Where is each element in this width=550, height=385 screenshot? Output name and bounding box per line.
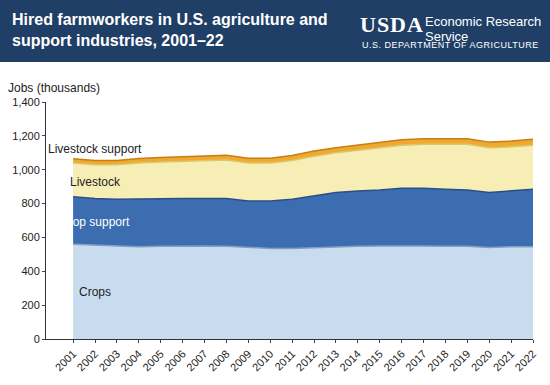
html-text:U.S. DEPARTMENT OF AGRICULTURE: U.S. DEPARTMENT OF AGRICULTURE	[362, 40, 539, 50]
html-text:USDAEconomic Research Service: USDAEconomic Research Service	[360, 12, 542, 44]
svg-text:1,200: 1,200	[12, 130, 40, 142]
svg-text:Crops: Crops	[79, 285, 111, 299]
svg-text:600: 600	[21, 231, 39, 243]
svg-text:Livestock: Livestock	[70, 175, 121, 189]
svg-text:2012: 2012	[294, 348, 320, 374]
svg-text:2015: 2015	[359, 348, 385, 374]
svg-text:200: 200	[21, 299, 39, 311]
html-text:Hired farmworkers in U.S. agri: Hired farmworkers in U.S. agriculture an…	[12, 11, 328, 49]
svg-text:2013: 2013	[315, 348, 341, 374]
svg-text:2022: 2022	[513, 348, 539, 374]
svg-text:2011: 2011	[272, 348, 297, 373]
svg-text:2020: 2020	[469, 348, 495, 374]
svg-text:2008: 2008	[206, 348, 232, 374]
svg-text:800: 800	[21, 197, 39, 209]
svg-text:2006: 2006	[162, 348, 188, 374]
svg-text:2004: 2004	[118, 348, 144, 374]
svg-text:2010: 2010	[250, 348, 276, 374]
svg-text:2002: 2002	[75, 348, 101, 374]
svg-text:2017: 2017	[403, 348, 429, 374]
svg-text:Jobs (thousands): Jobs (thousands)	[8, 81, 100, 95]
svg-text:2019: 2019	[447, 348, 473, 374]
svg-text:2001: 2001	[53, 348, 79, 374]
svg-text:Crop support: Crop support	[60, 215, 130, 229]
svg-text:0: 0	[34, 333, 40, 345]
svg-text:2009: 2009	[228, 348, 254, 374]
svg-text:2016: 2016	[381, 348, 407, 374]
svg-text:2007: 2007	[184, 348, 210, 374]
svg-text:2005: 2005	[140, 348, 166, 374]
svg-text:2003: 2003	[96, 348, 122, 374]
svg-text:2021: 2021	[491, 348, 517, 374]
svg-text:400: 400	[21, 265, 39, 277]
svg-text:Livestock support: Livestock support	[48, 142, 142, 156]
svg-text:2014: 2014	[337, 348, 363, 374]
svg-text:1,000: 1,000	[12, 164, 40, 176]
svg-text:2018: 2018	[425, 348, 451, 374]
svg-text:1,400: 1,400	[12, 96, 40, 108]
